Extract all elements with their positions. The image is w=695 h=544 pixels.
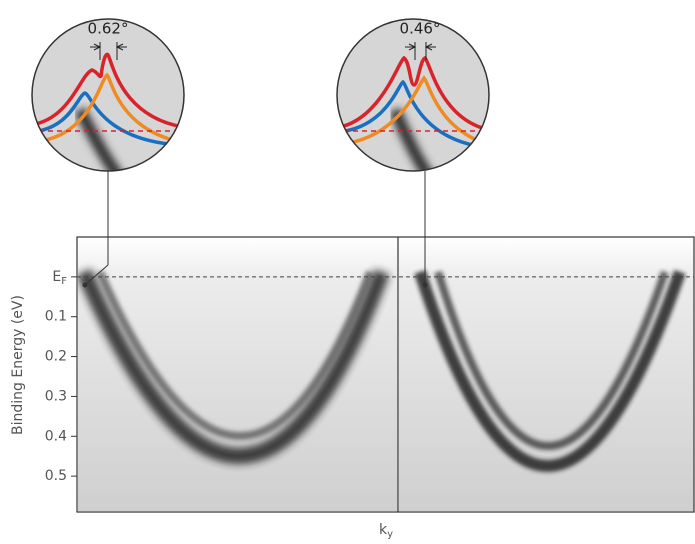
y-tick-label: 0.2 bbox=[45, 349, 67, 365]
y-tick-label: 0.1 bbox=[45, 309, 67, 325]
figure: 0.62° 0.46° Binding Energy (eV) ky EF 0.1… bbox=[0, 0, 695, 544]
y-tick-label-sub: F bbox=[61, 276, 67, 287]
y-tick-label: 0.5 bbox=[45, 468, 67, 484]
annotation: 0.62° bbox=[88, 20, 129, 38]
y-tick-label: 0.4 bbox=[45, 428, 67, 444]
x-label-sub: y bbox=[387, 529, 393, 540]
x-axis-label: ky bbox=[379, 522, 393, 540]
panel-right bbox=[399, 238, 694, 511]
y-axis-label: Binding Energy (eV) bbox=[10, 295, 26, 435]
y-tick-label: 0.3 bbox=[45, 388, 67, 404]
annotation: 0.46° bbox=[400, 20, 441, 38]
panel-left bbox=[78, 238, 398, 511]
y-tick-label: EF bbox=[52, 269, 67, 287]
y-tick-label-main: E bbox=[52, 269, 61, 285]
